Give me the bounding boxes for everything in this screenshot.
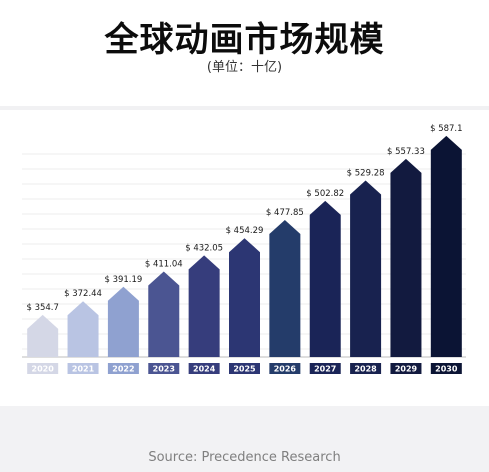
year-label: 2024	[193, 365, 216, 374]
bar-2023	[148, 271, 180, 357]
year-label: 2029	[395, 365, 418, 374]
value-label: $ 454.29	[226, 226, 264, 236]
chart-title: 全球动画市场规模	[104, 20, 385, 60]
year-label: 2026	[274, 365, 297, 374]
year-label: 2025	[233, 365, 256, 374]
year-tag-2022	[107, 363, 139, 374]
bar-2020	[27, 314, 59, 357]
year-label: 2028	[354, 365, 377, 374]
value-label: $ 502.82	[306, 189, 344, 199]
bar-2025	[229, 238, 260, 357]
bar-2028	[350, 180, 382, 357]
year-label: 2023	[153, 365, 175, 374]
year-tag-2023	[148, 363, 180, 374]
chart-subtitle: (单位：十亿)	[206, 60, 283, 75]
year-label: 2022	[112, 365, 134, 374]
value-label: $ 477.85	[266, 208, 304, 218]
year-tag-2030	[430, 363, 462, 374]
year-tag-2028	[350, 363, 382, 374]
year-label: 2030	[435, 365, 458, 374]
bar-2030	[430, 135, 462, 357]
bar-chart: $ 354.7 2020 $ 372.44 2021 $ 391.19 2022 $ 411…	[22, 124, 466, 374]
chart-header: 全球动画市场规模 (单位：十亿)	[0, 0, 489, 106]
year-tag-2026	[269, 363, 301, 374]
value-label: $ 372.44	[64, 289, 102, 299]
year-label: 2027	[314, 365, 336, 374]
value-label: $ 354.7	[26, 303, 58, 313]
value-label: $ 391.19	[104, 275, 142, 285]
value-label: $ 432.05	[185, 243, 223, 253]
bar-2024	[188, 255, 220, 357]
bar-2021	[67, 301, 99, 357]
bar-2022	[107, 286, 139, 357]
year-label: 2020	[32, 365, 55, 374]
value-label: $ 587.1	[430, 124, 462, 134]
bar-2026	[269, 220, 301, 357]
bar-2029	[390, 158, 422, 357]
year-tag-2024	[188, 363, 220, 374]
year-tag-2025	[229, 363, 260, 374]
year-tag-2021	[67, 363, 99, 374]
value-label: $ 529.28	[347, 168, 385, 178]
value-label: $ 557.33	[387, 147, 425, 157]
year-tag-2020	[27, 363, 59, 374]
year-label: 2021	[72, 365, 95, 374]
footer: Source: Precedence Research	[0, 406, 489, 472]
header-divider	[0, 106, 489, 110]
value-label: $ 411.04	[145, 259, 183, 269]
bar-2027	[309, 200, 341, 357]
source-text: Source: Precedence Research	[148, 450, 341, 465]
year-tag-2027	[309, 363, 341, 374]
year-tag-2029	[390, 363, 422, 374]
